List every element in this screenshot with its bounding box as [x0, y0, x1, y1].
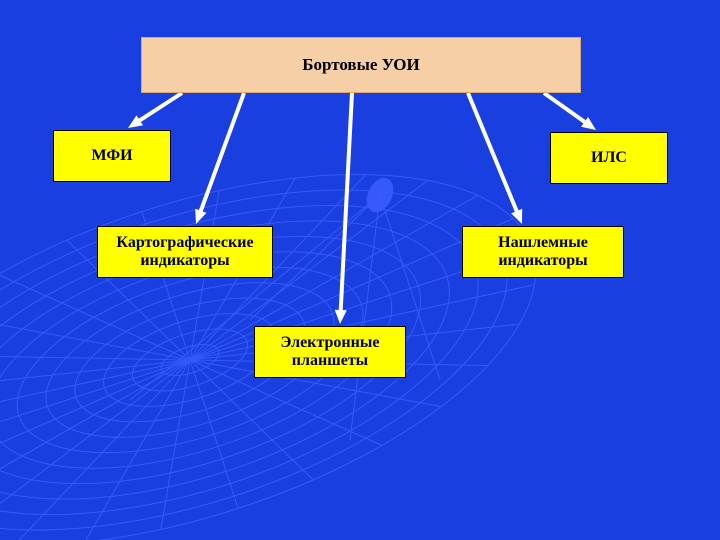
node-nashlem-label: Нашлемныеиндикаторы: [498, 234, 588, 271]
node-plansh-label: Электронныепланшеты: [281, 334, 380, 371]
node-plansh: Электронныепланшеты: [254, 326, 406, 378]
node-mfi: МФИ: [53, 130, 171, 182]
node-karto: Картографическиеиндикаторы: [97, 226, 273, 278]
node-mfi-label: МФИ: [91, 147, 132, 165]
diagram-stage: Бортовые УОИ МФИ ИЛС Картографическиеинд…: [0, 0, 720, 540]
root-label: Бортовые УОИ: [302, 55, 420, 75]
node-ils-label: ИЛС: [591, 149, 627, 167]
node-nashlem: Нашлемныеиндикаторы: [462, 226, 624, 278]
root-node: Бортовые УОИ: [141, 37, 581, 93]
node-karto-label: Картографическиеиндикаторы: [116, 234, 253, 271]
node-ils: ИЛС: [550, 132, 668, 184]
